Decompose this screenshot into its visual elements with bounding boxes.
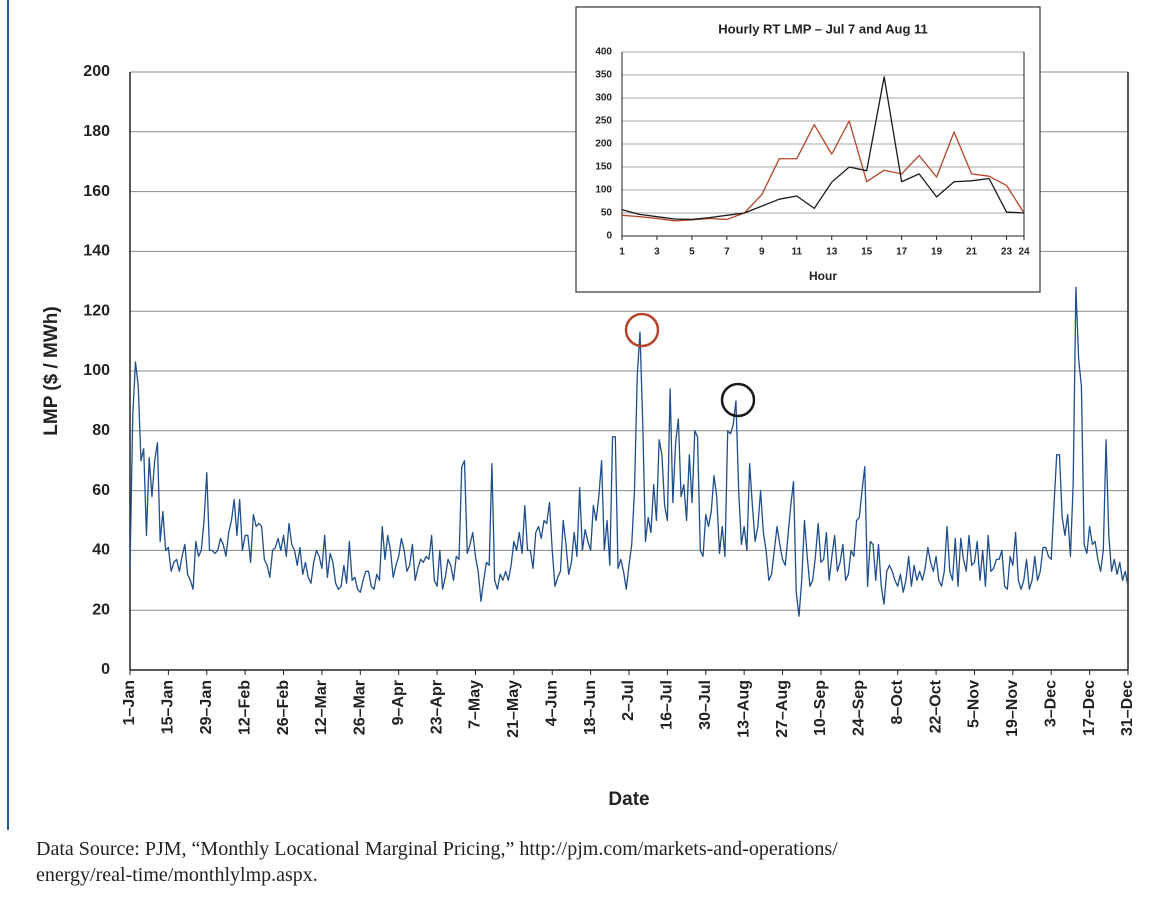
y-tick-label: 80 <box>92 422 110 439</box>
x-tick-label: 5 <box>689 247 695 258</box>
source-line: energy/real-time/monthlylmp.aspx. <box>36 864 318 886</box>
x-tick-label: 12–Mar <box>313 680 330 735</box>
y-tick-label: 400 <box>595 47 612 58</box>
x-tick-label: 9–Apr <box>390 680 407 725</box>
x-tick-label: 13 <box>826 247 838 258</box>
y-tick-label: 0 <box>606 231 612 242</box>
y-tick-label: 20 <box>92 601 110 618</box>
x-tick-label: 9 <box>759 247 765 258</box>
y-tick-label: 140 <box>83 243 110 260</box>
x-tick-label: 24–Sep <box>851 680 868 736</box>
x-tick-label: 21 <box>966 247 978 258</box>
x-tick-label: 16–Jul <box>659 680 676 730</box>
x-tick-label: 17 <box>896 247 908 258</box>
x-tick-label: 3 <box>654 247 660 258</box>
x-tick-label: 23–Apr <box>428 680 445 734</box>
x-tick-label: 13–Aug <box>735 680 752 738</box>
highlight-circle <box>624 312 660 348</box>
y-tick-label: 250 <box>595 116 612 127</box>
x-tick-label: 30–Jul <box>697 680 714 730</box>
x-tick-label: 19–Nov <box>1004 680 1021 737</box>
y-tick-label: 350 <box>595 70 612 81</box>
series-line <box>621 120 1025 222</box>
x-tick-label: 26–Feb <box>275 680 292 735</box>
x-tick-label: 15 <box>861 247 873 258</box>
x-tick-label: 2–Jul <box>620 680 637 721</box>
x-tick-label: 22–Oct <box>927 679 944 733</box>
y-tick-label: 180 <box>83 123 110 140</box>
source-note: Data Source: PJM, “Monthly Locational Ma… <box>36 836 838 888</box>
x-tick-label: 3–Dec <box>1042 680 1059 727</box>
y-tick-label: 160 <box>83 183 110 200</box>
x-tick-label: 7–May <box>467 680 484 729</box>
x-tick-label: 17–Dec <box>1081 680 1098 736</box>
inset-frame <box>575 6 1041 293</box>
chart-title: Hourly RT LMP – Jul 7 and Aug 11 <box>718 21 928 36</box>
y-axis-label: LMP ($ / MWh) <box>41 306 62 435</box>
y-tick-label: 300 <box>595 93 612 104</box>
x-tick-label: 24 <box>1018 247 1030 258</box>
x-tick-label: 1–Jan <box>121 680 138 725</box>
x-tick-label: 8–Oct <box>889 679 906 724</box>
x-tick-label: 29–Jan <box>198 680 215 734</box>
y-tick-label: 0 <box>101 661 110 678</box>
x-tick-label: 15–Jan <box>160 680 177 734</box>
highlight-circle <box>720 382 756 418</box>
series-line <box>621 76 1025 221</box>
y-tick-label: 100 <box>83 362 110 379</box>
x-tick-label: 26–Mar <box>352 680 369 735</box>
x-tick-label: 5–Nov <box>966 680 983 728</box>
y-tick-label: 150 <box>595 162 612 173</box>
y-tick-label: 200 <box>595 139 612 150</box>
x-tick-label: 7 <box>724 247 730 258</box>
x-tick-label: 12–Feb <box>236 680 253 735</box>
y-tick-label: 200 <box>83 63 110 80</box>
chart: 0 20 40 60 80 100 120 140 160 180 200 1–Jan 15–Jan 29… <box>7 0 1136 830</box>
series-line <box>129 286 1129 617</box>
x-tick-label: 21–May <box>505 680 522 738</box>
x-tick-label: 10–Sep <box>812 680 829 736</box>
x-tick-label: 18–Jun <box>582 680 599 735</box>
x-tick-label: 4–Jun <box>543 680 560 726</box>
x-tick-label: 31–Dec <box>1119 680 1136 736</box>
y-tick-label: 120 <box>83 302 110 319</box>
x-tick-label: 1 <box>619 247 625 258</box>
y-tick-label: 40 <box>92 542 110 559</box>
x-tick-label: 27–Aug <box>774 680 791 738</box>
source-line: Data Source: PJM, “Monthly Locational Ma… <box>36 838 838 860</box>
x-axis-label: Date <box>608 789 649 810</box>
x-tick-label: 11 <box>791 247 802 258</box>
y-tick-label: 60 <box>92 482 110 499</box>
main-chart: 0 20 40 60 80 100 120 140 160 180 200 1–Jan 15–Jan 29… <box>41 63 1136 810</box>
y-tick-label: 50 <box>601 208 613 219</box>
x-axis-label: Hour <box>809 269 837 283</box>
x-tick-label: 23 <box>1001 247 1013 258</box>
x-tick-label: 19 <box>931 247 943 258</box>
y-tick-label: 100 <box>595 185 612 196</box>
